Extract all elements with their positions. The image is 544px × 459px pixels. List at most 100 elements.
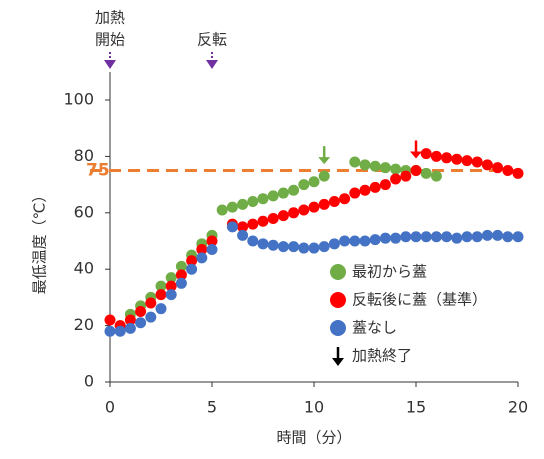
point (390, 163, 402, 175)
point (441, 231, 453, 243)
point (471, 231, 483, 243)
end-arrow-head (410, 151, 422, 159)
point (328, 238, 340, 250)
point (420, 148, 432, 160)
point (481, 229, 493, 241)
point (390, 232, 402, 244)
point (308, 242, 320, 254)
point (400, 231, 412, 243)
legend-end-head (332, 358, 344, 366)
point (369, 234, 381, 246)
point (298, 204, 310, 216)
point (318, 170, 330, 182)
point (277, 187, 289, 199)
point (502, 165, 514, 176)
point (267, 239, 279, 251)
point (349, 235, 361, 247)
point (186, 255, 198, 267)
point (124, 314, 136, 326)
point (124, 322, 136, 334)
point (308, 201, 320, 213)
point (206, 243, 218, 255)
point (104, 314, 116, 326)
point (461, 155, 473, 167)
point (145, 311, 157, 323)
point (247, 196, 259, 208)
point (502, 231, 514, 243)
point (257, 238, 269, 250)
x-tick-label: 20 (508, 398, 528, 417)
point (186, 263, 198, 275)
point (318, 198, 330, 210)
point (430, 170, 442, 182)
point (277, 210, 289, 222)
point (349, 156, 361, 168)
point (165, 280, 177, 292)
x-tick-label: 10 (304, 398, 324, 417)
y-tick-label: 100 (63, 90, 94, 109)
point (165, 289, 177, 301)
point (481, 159, 493, 171)
point (441, 152, 453, 164)
end-arrow-head (318, 157, 331, 165)
point (155, 280, 167, 292)
point (379, 179, 391, 191)
point (114, 325, 126, 337)
point (247, 218, 259, 230)
point (226, 201, 238, 213)
point (206, 235, 218, 247)
point (492, 162, 504, 174)
point (339, 235, 351, 247)
point (430, 231, 442, 243)
point (390, 173, 402, 185)
point (359, 184, 371, 196)
y-tick-label: 40 (74, 259, 94, 278)
point (277, 241, 289, 253)
point (257, 215, 269, 227)
point (298, 242, 310, 254)
point (155, 289, 167, 301)
point (267, 212, 279, 224)
point (237, 221, 249, 233)
point (512, 231, 524, 243)
point (135, 317, 147, 329)
point (298, 179, 310, 191)
point (308, 176, 320, 188)
point (175, 277, 187, 289)
point (420, 167, 432, 179)
point (155, 303, 167, 315)
legend-label: 加熱終了 (352, 347, 412, 365)
legend-label: 蓋なし (352, 319, 397, 337)
point (328, 196, 340, 208)
x-tick-label: 0 (105, 398, 115, 417)
point (288, 207, 300, 219)
point (288, 184, 300, 196)
legend-label: 反転後に蓋（基準） (352, 291, 487, 309)
point (410, 231, 422, 243)
annotation-arrow (104, 60, 116, 69)
point (420, 231, 432, 243)
point (288, 241, 300, 253)
x-axis-label: 時間（分） (276, 429, 351, 447)
point (165, 272, 177, 284)
x-tick-label: 5 (207, 398, 217, 417)
point (410, 165, 422, 176)
point (175, 269, 187, 281)
point (512, 167, 524, 179)
point (359, 159, 371, 171)
y-tick-label: 80 (74, 146, 94, 165)
y-tick-label: 20 (74, 315, 94, 334)
point (267, 190, 279, 202)
point (216, 204, 228, 216)
y-tick-label: 60 (74, 202, 94, 221)
point (226, 221, 238, 233)
point (430, 150, 442, 162)
point (257, 193, 269, 205)
point (400, 170, 412, 182)
point (339, 193, 351, 205)
legend-marker (330, 292, 346, 308)
reference-label: 75 (86, 161, 110, 181)
x-tick-label: 15 (406, 398, 426, 417)
point (451, 153, 463, 165)
point (104, 325, 116, 337)
